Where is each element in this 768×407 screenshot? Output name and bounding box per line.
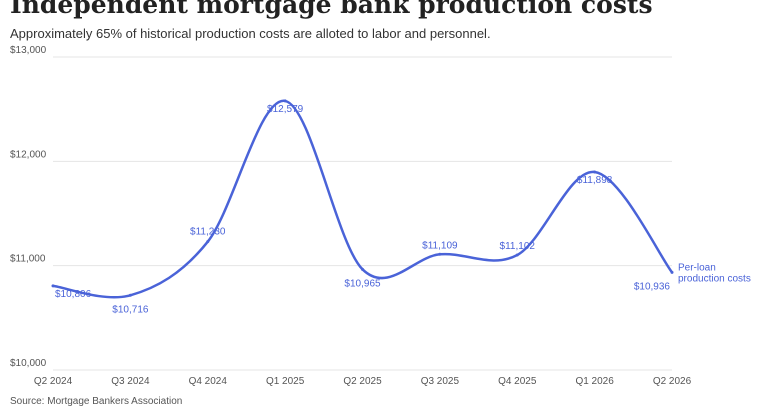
- data-label: $11,109: [422, 240, 458, 251]
- data-point: [128, 293, 132, 297]
- y-tick-label: $11,000: [10, 254, 46, 265]
- x-tick-label: Q1 2025: [266, 376, 305, 387]
- data-point: [438, 252, 442, 256]
- x-tick-label: Q2 2024: [34, 376, 73, 387]
- data-point: [361, 267, 364, 271]
- source-note: Source: Mortgage Bankers Association: [10, 396, 183, 407]
- x-tick-label: Q4 2024: [189, 376, 228, 387]
- y-tick-label: $13,000: [10, 45, 47, 56]
- y-tick-label: $10,000: [10, 358, 47, 369]
- data-label: $12,579: [267, 104, 304, 115]
- series-end-label: production costs: [678, 273, 751, 284]
- data-point: [51, 284, 55, 288]
- data-label: $10,965: [344, 278, 381, 289]
- x-tick-label: Q2 2026: [653, 376, 692, 387]
- x-tick-label: Q4 2025: [498, 376, 537, 387]
- y-tick-label: $12,000: [10, 149, 47, 160]
- data-point: [206, 240, 210, 244]
- data-label: $10,806: [55, 289, 92, 300]
- data-label: $11,898: [577, 175, 613, 186]
- data-label: $10,716: [112, 304, 149, 315]
- x-tick-label: Q3 2024: [111, 376, 150, 387]
- data-label: $11,102: [500, 241, 536, 252]
- data-point: [283, 99, 287, 103]
- data-point: [515, 253, 519, 257]
- data-point: [670, 270, 674, 274]
- series-line: [51, 99, 674, 299]
- x-tick-label: Q3 2025: [421, 376, 460, 387]
- x-tick-label: Q1 2026: [575, 376, 614, 387]
- data-label: $10,936: [634, 281, 671, 292]
- data-point: [593, 170, 597, 174]
- chart-subtitle: Approximately 65% of historical producti…: [10, 26, 491, 41]
- series-end-label: Per-loan: [678, 262, 716, 273]
- x-tick-label: Q2 2025: [343, 376, 382, 387]
- data-label: $11,230: [190, 227, 226, 238]
- chart-title: Independent mortgage bank production cos…: [10, 0, 653, 19]
